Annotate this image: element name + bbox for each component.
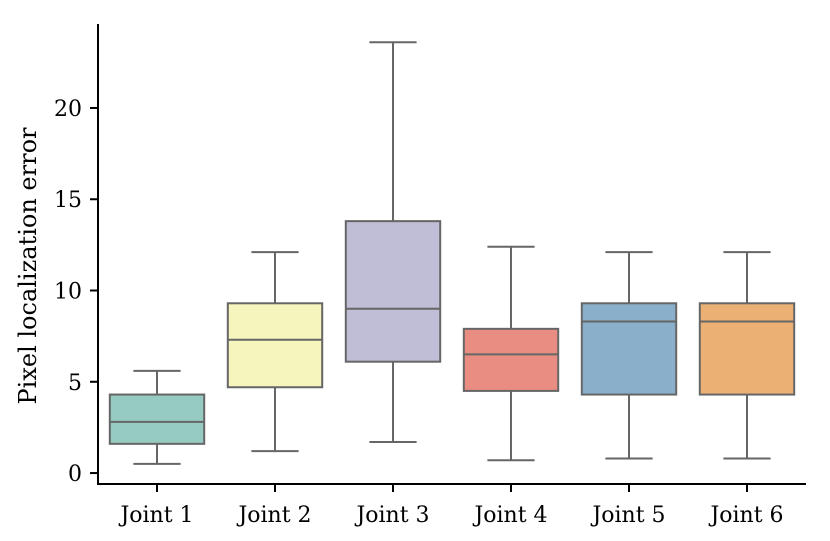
iqr-box [580,302,678,396]
x-axis-ticks: Joint 1 Joint 2 Joint 3 Joint 4 Joint 5 Joint… [118,484,784,528]
iqr-box [108,393,206,445]
box-3 [344,41,442,444]
iqr-box [226,302,324,389]
x-tick-label: Joint 1 [118,503,193,528]
y-tick-label: 0 [68,462,82,487]
box-4 [462,245,560,462]
x-tick-label: Joint 2 [236,503,311,528]
x-tick-label: Joint 3 [354,503,429,528]
iqr-box [462,327,560,392]
box-1 [108,369,206,465]
box-2 [226,251,324,453]
y-axis-title: Pixel localization error [14,127,42,405]
box-6 [698,251,796,460]
y-tick-label: 20 [54,97,82,122]
y-tick-label: 15 [54,188,82,213]
y-tick-label: 10 [54,280,82,305]
y-tick-label: 5 [68,371,82,396]
y-axis-ticks: 0 5 10 15 20 [54,97,98,487]
boxes-layer [108,41,796,465]
iqr-box [698,302,796,396]
x-tick-label: Joint 4 [472,503,547,528]
x-tick-label: Joint 6 [708,503,783,528]
iqr-box [344,220,442,363]
x-tick-label: Joint 5 [590,503,665,528]
box-5 [580,251,678,460]
